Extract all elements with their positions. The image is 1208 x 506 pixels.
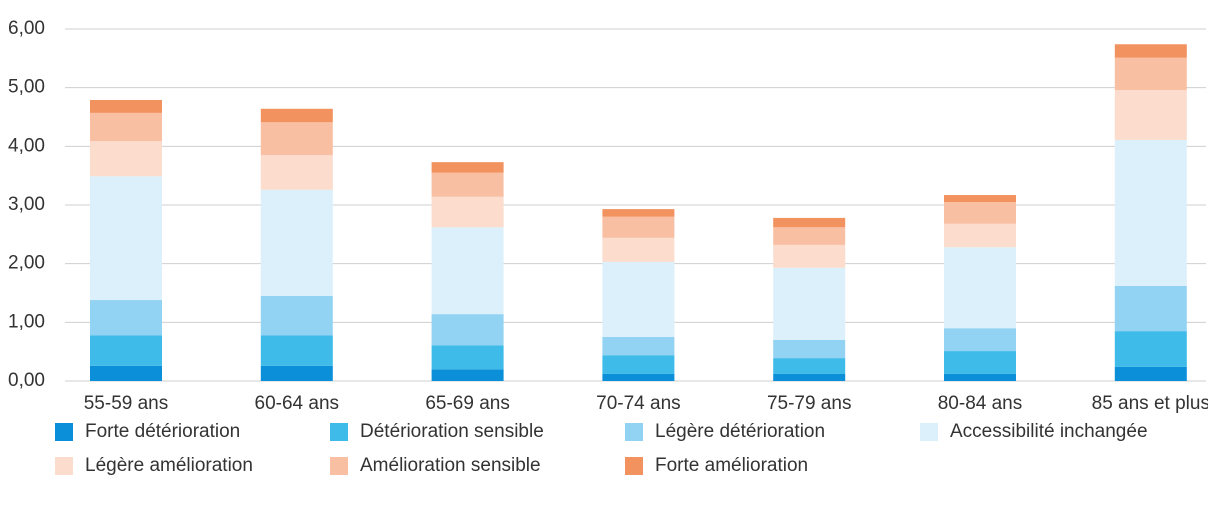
- bar-segment: [1114, 366, 1187, 381]
- legend-label: Accessibilité inchangée: [950, 421, 1148, 442]
- bar-segment: [773, 373, 846, 381]
- legend-swatch: [625, 457, 643, 475]
- bar-segment: [431, 162, 504, 173]
- bar-segment: [1114, 44, 1187, 58]
- legend-swatch: [625, 423, 643, 441]
- legend-label: Légère détérioration: [655, 421, 825, 442]
- bar-segment: [602, 337, 675, 356]
- bar-segment: [944, 373, 1016, 381]
- y-tick-label: 3,00: [8, 194, 45, 215]
- bar-segment: [773, 267, 846, 340]
- bar-segment: [773, 358, 846, 374]
- bar-segment: [260, 365, 333, 381]
- legend-swatch: [920, 423, 938, 441]
- y-tick-label: 4,00: [8, 135, 45, 156]
- bar-segment: [773, 339, 846, 359]
- bar-segment: [944, 202, 1016, 224]
- y-tick-label: 0,00: [8, 370, 45, 391]
- bar-segment: [90, 335, 162, 366]
- bar-segment: [944, 223, 1016, 248]
- x-tick-label: 75-79 ans: [767, 393, 852, 414]
- legend-label: Forte amélioration: [655, 455, 808, 476]
- bar-segment: [773, 217, 846, 228]
- bar-segment: [260, 295, 333, 336]
- legend-swatch: [330, 457, 348, 475]
- legend-label: Forte détérioration: [85, 421, 240, 442]
- bar-segment: [773, 244, 846, 268]
- bar-segment: [1114, 57, 1187, 91]
- bar-segment: [944, 247, 1016, 329]
- bar-segment: [944, 351, 1016, 374]
- legend-label: Amélioration sensible: [360, 455, 541, 476]
- bar-segment: [602, 261, 675, 337]
- legend-swatch: [330, 423, 348, 441]
- bar-segment: [1114, 331, 1187, 367]
- bar-segment: [90, 300, 162, 336]
- bar-segment: [602, 216, 675, 238]
- bar-segment: [431, 314, 504, 346]
- bar-segment: [602, 355, 675, 374]
- bar-segment: [431, 345, 504, 370]
- y-tick-label: 6,00: [8, 18, 45, 39]
- x-tick-label: 70-74 ans: [596, 393, 681, 414]
- bar-segment: [90, 112, 162, 142]
- bar-segment: [260, 155, 333, 190]
- bar-segment: [602, 209, 675, 217]
- x-tick-label: 80-84 ans: [938, 393, 1023, 414]
- bar-segment: [431, 227, 504, 315]
- bar-segment: [90, 141, 162, 177]
- bar-segment: [1114, 139, 1187, 286]
- bar-segment: [431, 196, 504, 228]
- bar-segment: [602, 373, 675, 381]
- bar-segment: [773, 227, 846, 245]
- bar-segment: [1114, 285, 1187, 332]
- legend-label: Légère amélioration: [85, 455, 253, 476]
- bar-segment: [260, 335, 333, 366]
- bar-segment: [602, 237, 675, 262]
- y-tick-label: 5,00: [8, 77, 45, 98]
- bar-segment: [944, 328, 1016, 352]
- bar-segment: [944, 195, 1016, 203]
- bar-segment: [431, 369, 504, 381]
- bar-segment: [1114, 90, 1187, 140]
- y-tick-label: 2,00: [8, 253, 45, 274]
- x-tick-label: 85 ans et plus: [1092, 393, 1208, 414]
- bar-segment: [260, 122, 333, 156]
- bar-segment: [260, 108, 333, 123]
- y-tick-label: 1,00: [8, 311, 45, 332]
- bar-segment: [90, 99, 162, 113]
- x-tick-label: 65-69 ans: [425, 393, 510, 414]
- bar-segment: [431, 172, 504, 197]
- bar-segment: [260, 189, 333, 296]
- legend-swatch: [55, 423, 73, 441]
- x-tick-label: 55-59 ans: [84, 393, 169, 414]
- legend-label: Détérioration sensible: [360, 421, 544, 442]
- legend-swatch: [55, 457, 73, 475]
- bar-segment: [90, 365, 162, 381]
- bar-segment: [90, 176, 162, 301]
- x-tick-label: 60-64 ans: [255, 393, 340, 414]
